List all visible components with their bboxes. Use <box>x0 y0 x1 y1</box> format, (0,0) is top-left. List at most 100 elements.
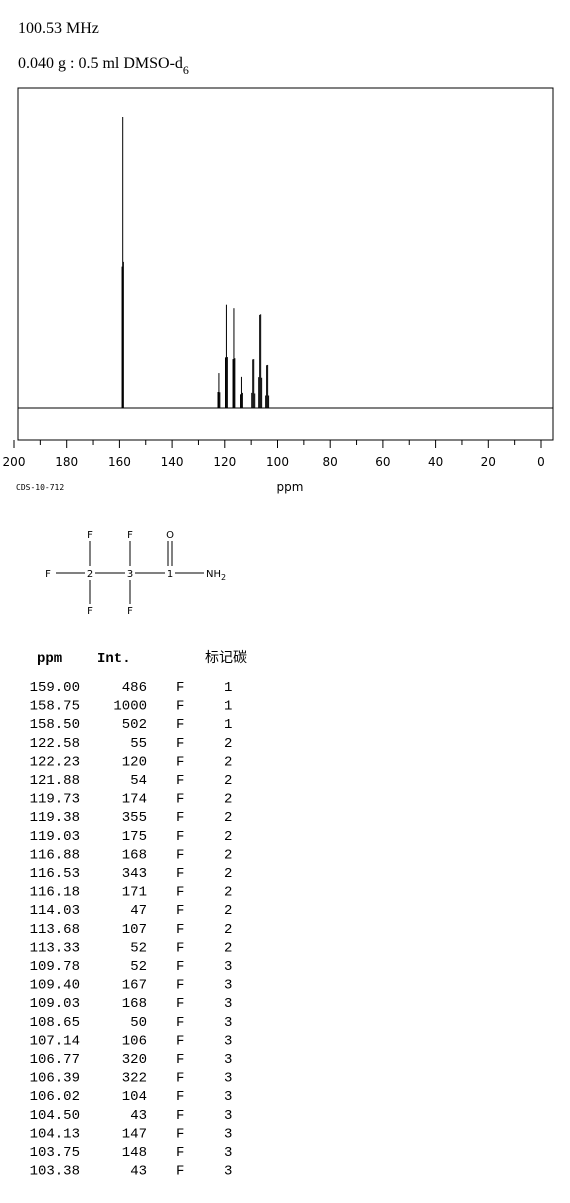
table-cell: 3 <box>224 1071 232 1087</box>
table-cell: 3 <box>224 1052 232 1068</box>
table-cell: F <box>176 1108 184 1124</box>
table-cell: 47 <box>130 903 147 919</box>
table-cell: 2 <box>224 940 232 956</box>
table-cell: 116.18 <box>30 885 80 901</box>
table-cell: 355 <box>122 810 147 826</box>
table-cell: 1 <box>224 699 232 715</box>
table-cell: 104.13 <box>30 1126 80 1142</box>
table-cell: 119.03 <box>30 829 80 845</box>
table-cell: F <box>176 717 184 733</box>
table-cell: F <box>176 829 184 845</box>
table-cell: F <box>176 773 184 789</box>
table-cell: 167 <box>122 978 147 994</box>
table-cell: 3 <box>224 1089 232 1105</box>
table-cell: F <box>176 1145 184 1161</box>
table-cell: 2 <box>224 773 232 789</box>
table-cell: 109.78 <box>30 959 80 975</box>
table-cell: 52 <box>130 940 147 956</box>
table-cell: 174 <box>122 792 147 808</box>
table-cell: 121.88 <box>30 773 80 789</box>
atom: F <box>127 530 133 541</box>
table-cell: 502 <box>122 717 147 733</box>
table-cell: 158.50 <box>30 717 80 733</box>
x-tick-label: 100 <box>266 455 289 469</box>
table-cell: 168 <box>122 996 147 1012</box>
table-cell: F <box>176 996 184 1012</box>
table-cell: F <box>176 959 184 975</box>
table-cell: 116.53 <box>30 866 80 882</box>
x-tick-label: 80 <box>323 455 338 469</box>
table-cell: 148 <box>122 1145 147 1161</box>
table-cell: F <box>176 903 184 919</box>
x-tick-label: 0 <box>537 455 545 469</box>
atom-label: NH <box>206 569 221 580</box>
table-cell: 158.75 <box>30 699 80 715</box>
x-tick-label: 60 <box>375 455 390 469</box>
x-tick-label: 140 <box>161 455 184 469</box>
table-cell: 108.65 <box>30 1015 80 1031</box>
table-cell: 171 <box>122 885 147 901</box>
table-cell: F <box>176 847 184 863</box>
table-cell: 343 <box>122 866 147 882</box>
table-cell: 43 <box>130 1108 147 1124</box>
table-cell: 3 <box>224 996 232 1012</box>
table-cell: 54 <box>130 773 147 789</box>
table-cell: 1 <box>224 680 232 696</box>
table-cell: F <box>176 1089 184 1105</box>
table-cell: 486 <box>122 680 147 696</box>
table-cell: 120 <box>122 754 147 770</box>
table-cell: F <box>176 754 184 770</box>
table-cell: 2 <box>224 810 232 826</box>
table-cell: 52 <box>130 959 147 975</box>
table-cell: 320 <box>122 1052 147 1068</box>
table-cell: 168 <box>122 847 147 863</box>
table-cell: 109.03 <box>30 996 80 1012</box>
column-header: 标记碳 <box>205 650 247 666</box>
x-tick-label: 180 <box>55 455 78 469</box>
x-tick-label: 200 <box>3 455 26 469</box>
table-cell: 1000 <box>113 699 147 715</box>
table-cell: 159.00 <box>30 680 80 696</box>
sample-subscript: 6 <box>183 63 189 77</box>
atom: F <box>127 606 133 617</box>
column-header: Int. <box>97 651 131 667</box>
table-cell: 106.77 <box>30 1052 80 1068</box>
x-tick-label: 160 <box>108 455 131 469</box>
table-cell: 107.14 <box>30 1033 80 1049</box>
structure: F 2 3 1 NH2 F F F F O <box>45 530 226 617</box>
table-cell: 116.88 <box>30 847 80 863</box>
table-cell: 113.33 <box>30 940 80 956</box>
atom: F <box>87 606 93 617</box>
table-cell: 175 <box>122 829 147 845</box>
table-cell: 3 <box>224 1108 232 1124</box>
table-cell: 104.50 <box>30 1108 80 1124</box>
table-cell: 113.68 <box>30 922 80 938</box>
table-cell: 43 <box>130 1164 147 1180</box>
table-cell: F <box>176 866 184 882</box>
table-cell: 3 <box>224 978 232 994</box>
sample: 0.040 g : 0.5 ml DMSO-d6 <box>18 55 189 77</box>
table-cell: F <box>176 1071 184 1087</box>
table-cell: 55 <box>130 736 147 752</box>
table-cell: 106.02 <box>30 1089 80 1105</box>
atom-subscript: 2 <box>221 573 226 582</box>
table-cell: F <box>176 1033 184 1049</box>
sample-text: 0.040 g : 0.5 ml DMSO-d <box>18 55 183 72</box>
atom: 1 <box>167 569 173 580</box>
table-cell: 2 <box>224 754 232 770</box>
frequency: 100.53 MHz <box>18 20 99 37</box>
table-cell: 1 <box>224 717 232 733</box>
table-cell: F <box>176 885 184 901</box>
table-cell: 103.75 <box>30 1145 80 1161</box>
table-cell: 50 <box>130 1015 147 1031</box>
table-cell: 109.40 <box>30 978 80 994</box>
atom: O <box>166 530 174 541</box>
table-cell: 114.03 <box>30 903 80 919</box>
table-cell: 3 <box>224 959 232 975</box>
table-cell: 3 <box>224 1126 232 1142</box>
atom: 2 <box>87 569 93 580</box>
atom: F <box>87 530 93 541</box>
x-tick-label: 120 <box>213 455 236 469</box>
table-cell: 147 <box>122 1126 147 1142</box>
